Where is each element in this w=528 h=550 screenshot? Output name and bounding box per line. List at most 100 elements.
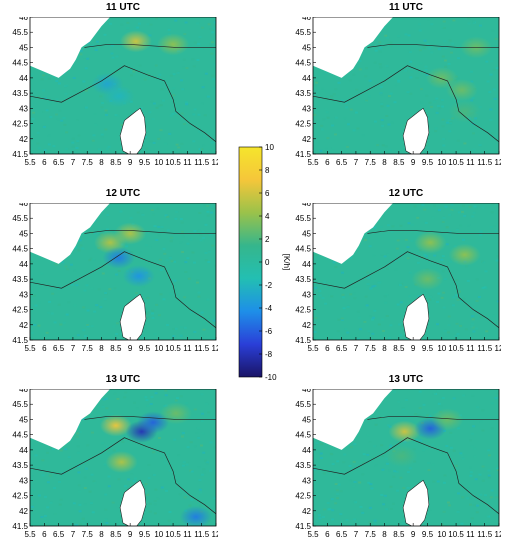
field-cell [202,321,206,324]
field-cell [70,263,73,266]
field-cell [208,149,212,152]
field-cell [204,223,208,226]
y-tick-label: 46 [19,389,28,394]
field-cell [337,483,341,486]
field-cell [448,39,452,42]
field-cell [43,97,47,100]
field-cell [212,78,216,81]
field-cell [132,70,136,73]
field-cell [443,278,447,281]
y-tick-label: 42 [302,507,311,516]
field-cell [150,396,154,399]
field-cell [146,311,150,314]
field-cell [407,34,411,37]
field-cell [59,449,63,452]
field-cell [192,140,196,143]
field-cell [347,123,350,126]
field-cell [169,240,173,243]
y-tick-label: 44 [302,446,311,455]
field-cell [346,305,350,308]
field-cell [448,260,452,263]
field-cell [325,111,329,114]
field-cell [62,117,66,119]
field-cell [58,480,61,483]
field-cell [197,291,201,294]
field-cell [445,243,449,246]
field-cell [130,74,133,77]
field-cell [395,247,399,250]
x-tick-label: 9.5 [139,158,151,167]
field-cell [331,147,335,150]
field-cell [144,491,148,494]
field-cell [441,255,445,258]
field-cell [79,244,83,247]
x-tick-label: 10 [437,530,446,539]
coastline [313,251,499,329]
field-cell [427,469,431,472]
field-cell [127,478,131,481]
field-cell [386,104,390,107]
field-cell [146,316,150,318]
field-cell [164,142,168,145]
field-cell [170,260,174,263]
field-cell [441,221,445,223]
river-line [367,230,499,234]
field-cell [125,245,129,248]
y-tick-label: 44 [19,260,28,269]
field-cell [37,324,41,327]
field-cell [180,230,184,233]
field-cell [200,473,204,476]
field-cell [475,300,479,302]
x-tick-label: 7 [71,530,76,539]
field-cell [195,432,199,434]
field-cell [343,453,347,456]
field-cell [370,487,374,490]
field-cell [114,114,118,117]
field-cell [141,213,145,216]
colorbar-tick-label: -4 [265,304,273,313]
field-cell [345,106,348,109]
field-cell [330,295,334,298]
field-cell [89,257,93,260]
field-cell [432,480,436,483]
field-cell [455,322,459,325]
x-tick-label: 6 [325,530,330,539]
field-anomaly [102,246,135,269]
field-cell [449,122,452,125]
field-cell [92,480,96,483]
x-tick-label: 11.5 [477,344,493,353]
field-cell [496,469,499,472]
field-cell [48,474,52,477]
field-cell [319,95,323,98]
field-cell [428,47,432,50]
panel-title: 11 UTC [389,2,423,13]
field-cell [367,95,371,98]
field-cell [493,97,497,100]
field-cell [204,252,208,254]
field-cell [471,322,474,325]
field-cell [323,280,327,283]
field-cell [410,239,414,242]
field-cell [145,313,149,315]
field-cell [481,286,485,289]
field-cell [47,77,51,80]
field-cell [494,229,498,232]
field-cell [180,79,183,82]
field-cell [464,328,468,331]
field-cell [359,505,363,508]
field-cell [466,497,470,500]
field-cell [55,80,59,82]
field-cell [132,479,136,482]
field-cell [65,313,69,316]
field-cell [437,292,441,295]
field-cell [166,324,169,326]
panel-title: 13 UTC [388,374,424,385]
field-cell [489,108,493,111]
field-cell [448,504,452,507]
field-cell [158,73,162,76]
field-cell [450,433,454,436]
field-cell [114,203,118,206]
field-cell [384,145,388,148]
field-cell [184,271,188,273]
